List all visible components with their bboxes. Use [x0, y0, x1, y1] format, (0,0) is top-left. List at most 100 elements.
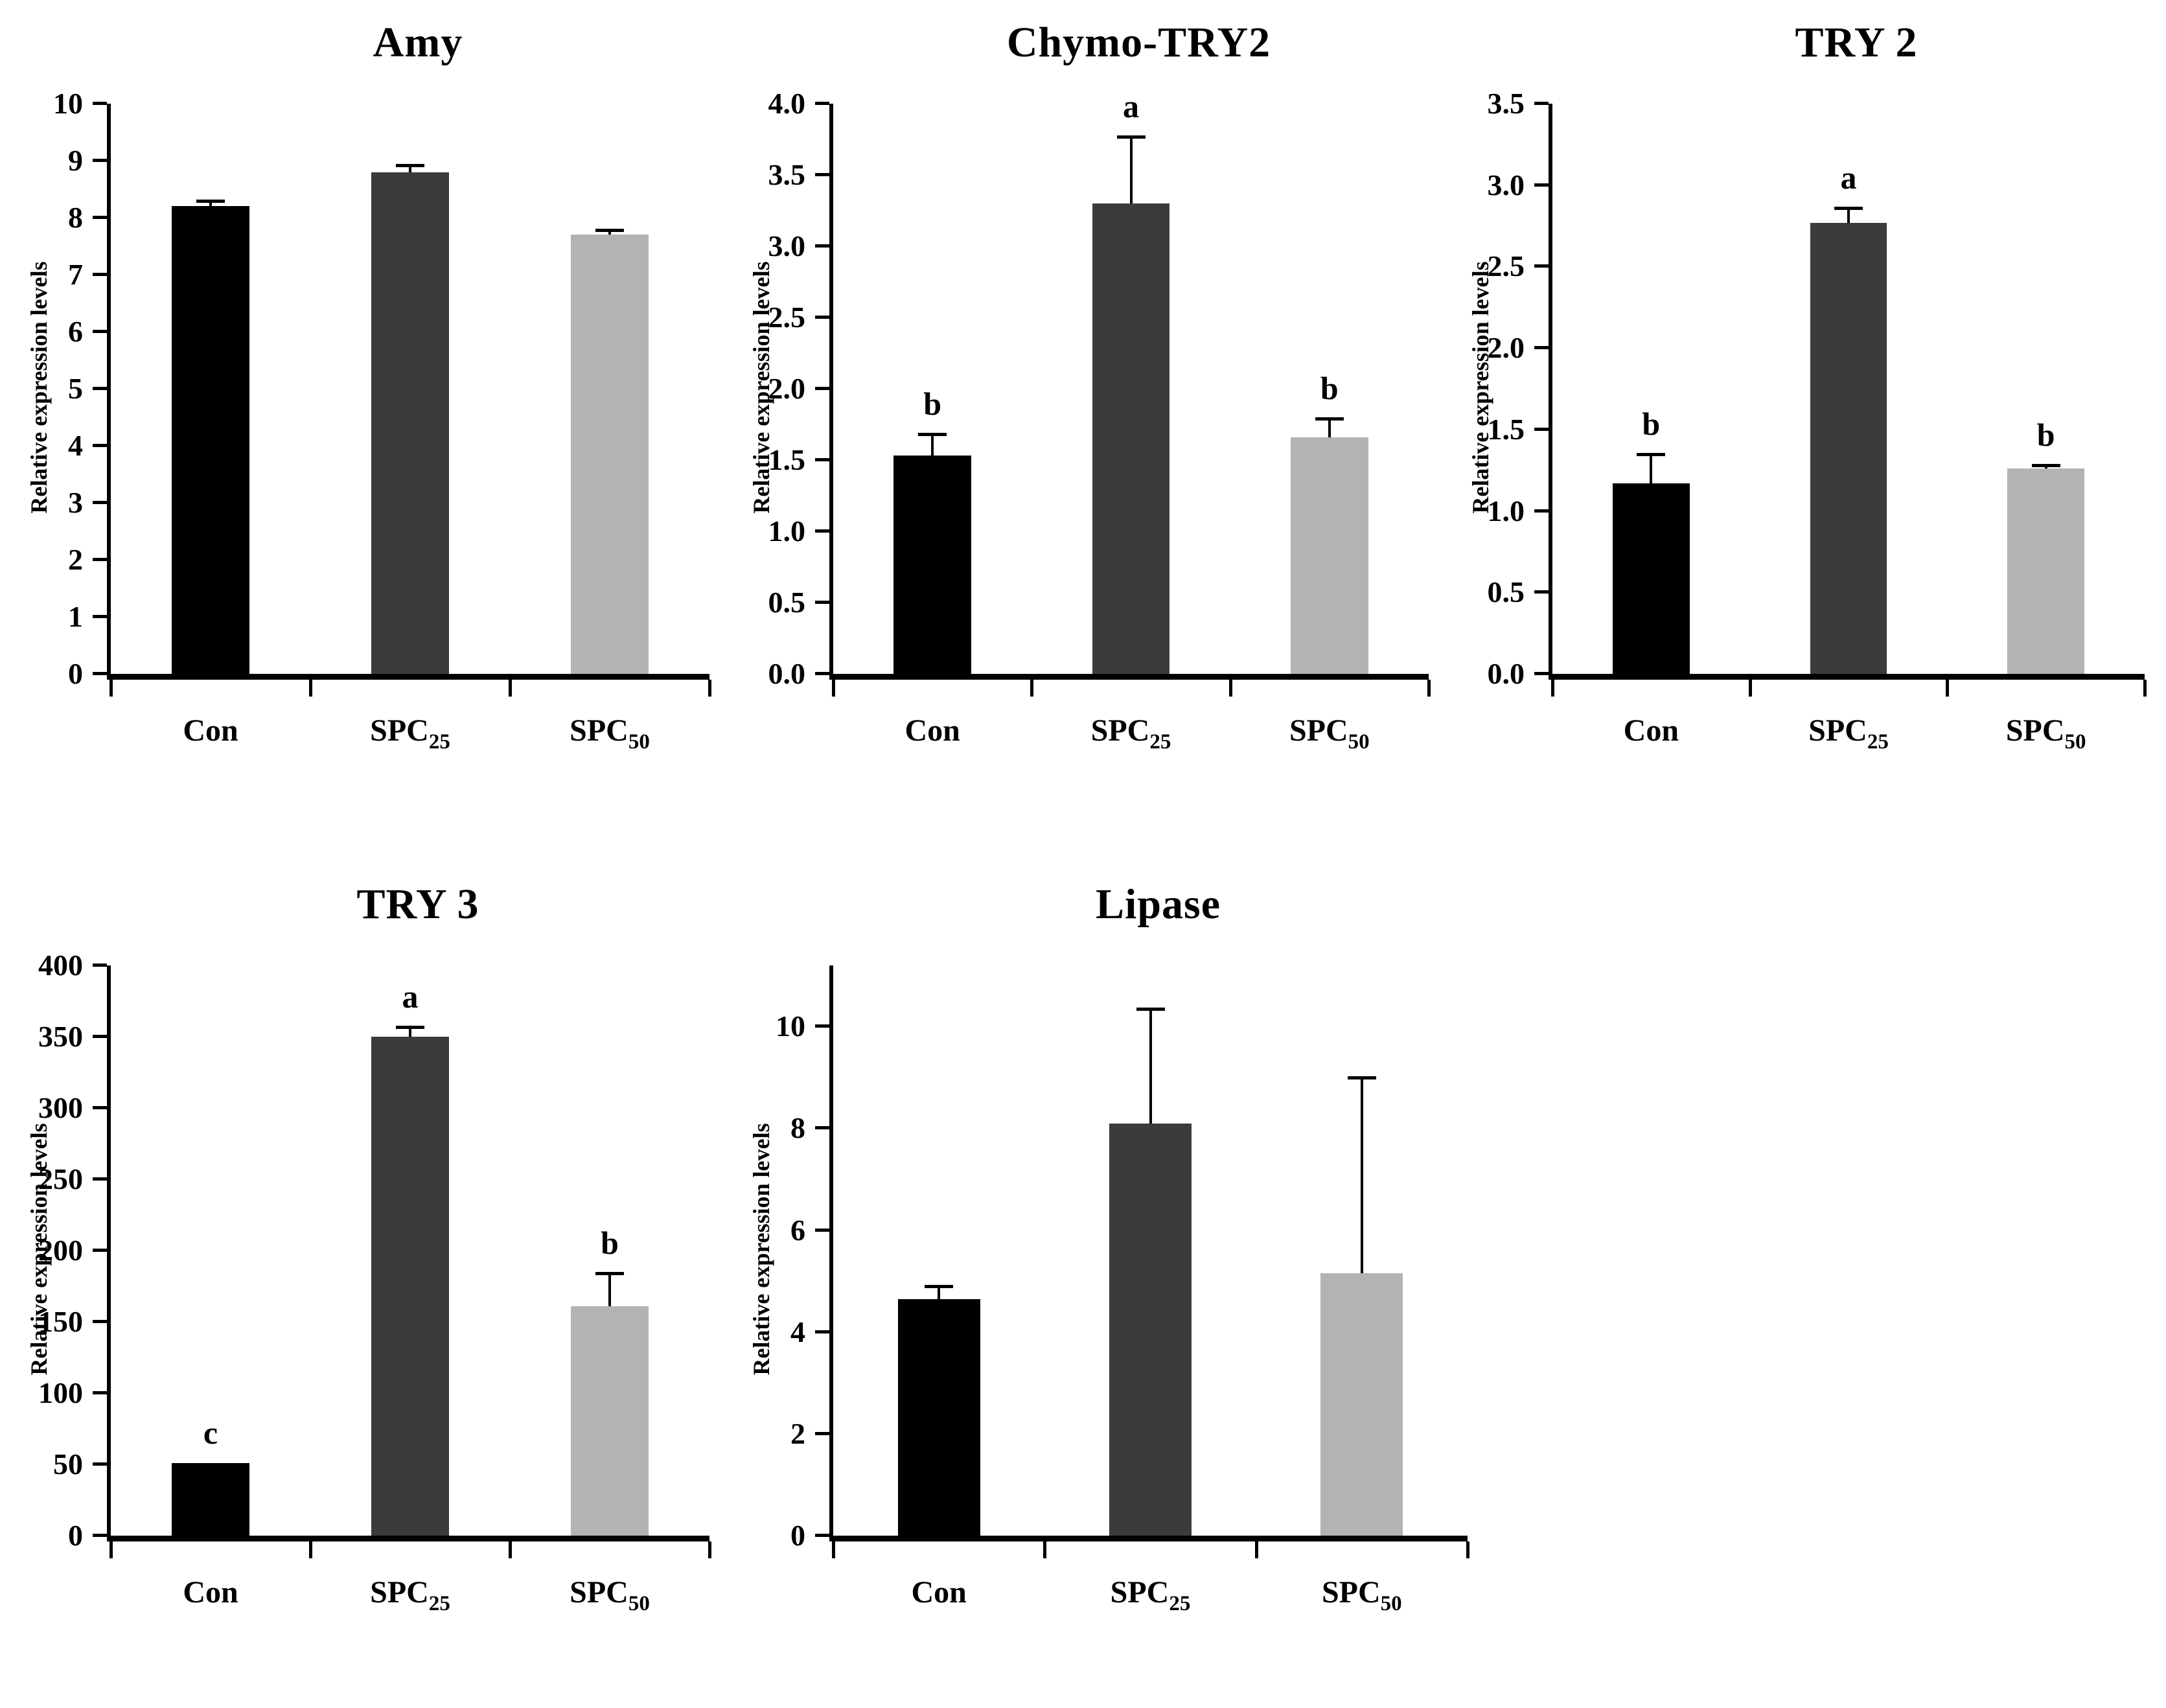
y-tick: [93, 558, 107, 561]
bar-con: [171, 1462, 250, 1536]
y-tick-label: 9: [68, 144, 83, 177]
y-tick: [1534, 183, 1549, 187]
chart-title: TRY 2: [1795, 19, 1918, 66]
error-bar-cap: [1637, 452, 1666, 456]
x-tick: [2143, 680, 2147, 697]
x-category-label: SPC25: [1110, 1575, 1191, 1615]
error-bar-cap: [2031, 464, 2060, 468]
plot-area: 0.0 0.5 1.0 1.5 2.0 2.5 3.0 3.5 4.0 b Con a SPC25 b SP…: [768, 89, 1431, 754]
x-tick: [109, 680, 113, 697]
y-tick: [93, 1106, 107, 1109]
y-tick: [93, 1391, 107, 1394]
y-tick-label: 0.5: [768, 586, 806, 619]
bar-spc25: [371, 172, 450, 674]
x-category-label: Con: [911, 1575, 967, 1610]
error-bar-cap: [918, 433, 947, 437]
error-bar: [1650, 454, 1653, 483]
y-tick: [93, 964, 107, 967]
error-bar-cap: [1834, 206, 1863, 210]
y-tick-label: 10: [53, 87, 83, 120]
y-tick-label: 2: [790, 1416, 805, 1450]
x-category-label: SPC50: [570, 713, 650, 754]
error-bar: [1129, 136, 1133, 203]
sig-letter: b: [923, 386, 942, 422]
y-tick-label: 1.5: [1487, 412, 1525, 446]
bar-con: [893, 456, 971, 674]
y-tick: [93, 501, 107, 504]
y-tick: [815, 173, 829, 176]
y-tick: [815, 1330, 829, 1333]
bar-spc50: [1320, 1273, 1403, 1536]
y-tick-label: 10: [776, 1010, 805, 1043]
plot-area: 0 1 2 3 4 5 6 7 8 9 10 Con SPC25 SPC50: [53, 89, 711, 754]
y-tick-label: 3: [68, 486, 83, 519]
y-tick: [1534, 509, 1549, 513]
error-bar-cap: [925, 1285, 954, 1288]
y-tick: [1534, 264, 1549, 268]
error-bar: [409, 1026, 411, 1037]
chart-lipase: Lipase Relative expression levels 0 2 4 6 8 1…: [732, 868, 1487, 1704]
bar-spc25: [371, 1037, 450, 1536]
chart-title: Chymo-TRY2: [1006, 19, 1271, 66]
error-bar-cap: [595, 1272, 624, 1276]
y-tick-label: 2: [68, 543, 83, 576]
y-tick-label: 150: [38, 1305, 83, 1338]
y-tick-label: 6: [68, 315, 83, 348]
sig-letter: b: [601, 1225, 619, 1262]
x-category-label: SPC50: [1289, 713, 1370, 754]
y-tick: [93, 672, 107, 675]
y-tick-label: 8: [68, 201, 83, 234]
error-bar-cap: [1315, 417, 1344, 421]
x-category-label: SPC50: [2005, 713, 2086, 754]
chart-try3: TRY 3 Relative expression levels 0 50 100 1…: [10, 868, 729, 1704]
x-tick: [309, 680, 312, 697]
error-bar: [1847, 207, 1850, 223]
error-bar: [209, 200, 212, 207]
x-tick: [1946, 680, 1950, 697]
x-category-label: SPC25: [370, 713, 450, 754]
y-tick: [93, 1177, 107, 1181]
error-bar: [409, 165, 411, 172]
error-bar-cap: [396, 1025, 424, 1029]
y-tick: [93, 1035, 107, 1038]
plot-area: 0 2 4 6 8 10 Con SPC25 SPC50: [776, 965, 1469, 1615]
y-tick-label: 0: [790, 1519, 805, 1552]
bar-spc25: [1109, 1123, 1192, 1536]
y-tick: [1534, 102, 1549, 105]
y-tick-label: 0: [68, 1519, 83, 1552]
y-tick-label: 3.5: [768, 158, 806, 191]
y-tick-label: 400: [38, 949, 83, 982]
sig-letter: a: [1123, 87, 1139, 124]
y-tick-label: 250: [38, 1162, 83, 1195]
y-tick-label: 0.0: [768, 657, 806, 690]
y-tick-label: 7: [68, 258, 83, 291]
x-tick: [1466, 1541, 1469, 1558]
y-tick: [815, 458, 829, 461]
bar-spc25: [1092, 203, 1170, 674]
error-bar: [608, 230, 611, 235]
bar-con: [897, 1298, 980, 1536]
bar-spc25: [1810, 222, 1887, 674]
y-tick-label: 0.5: [1487, 575, 1525, 609]
error-bar-cap: [1347, 1076, 1376, 1079]
y-tick-label: 5: [68, 372, 83, 405]
y-tick-label: 1.5: [768, 443, 806, 476]
y-tick: [93, 159, 107, 162]
x-category-label: Con: [1623, 713, 1679, 748]
x-tick: [1427, 680, 1431, 697]
y-tick-label: 4: [68, 429, 83, 462]
error-bar: [1360, 1077, 1363, 1274]
y-axis-label: Relative expression levels: [748, 1123, 774, 1376]
x-category-label: SPC50: [570, 1575, 650, 1615]
y-tick: [1534, 590, 1549, 594]
y-tick-label: 3.0: [1487, 168, 1525, 202]
x-tick: [1228, 680, 1232, 697]
chart-title: Lipase: [1095, 881, 1221, 928]
y-tick-label: 1: [68, 600, 83, 633]
y-tick-label: 1.0: [768, 514, 806, 548]
y-tick: [93, 273, 107, 276]
y-tick: [815, 672, 829, 675]
sig-letter: b: [2036, 417, 2055, 454]
x-tick: [1030, 680, 1034, 697]
